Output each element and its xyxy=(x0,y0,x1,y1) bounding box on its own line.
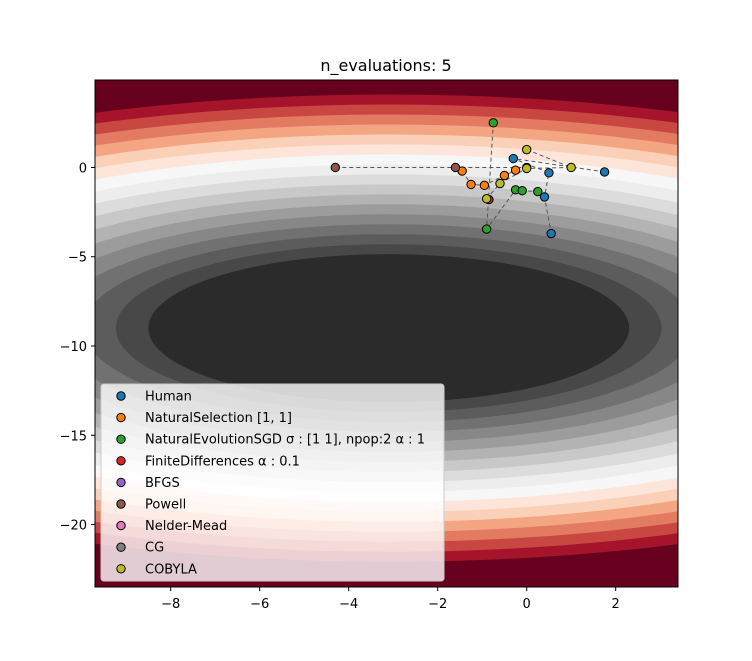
scatter-point xyxy=(599,167,610,177)
scatter-point xyxy=(544,168,554,178)
scatter-point xyxy=(481,194,492,204)
contour-band xyxy=(148,254,630,403)
legend-label: FiniteDifferences α : 0.1 xyxy=(145,454,300,469)
scatter-point xyxy=(330,162,341,173)
legend-label: BFGS xyxy=(145,476,180,491)
x-tick-label: −6 xyxy=(250,597,269,612)
legend-label: NaturalSelection [1, 1] xyxy=(145,411,292,426)
scatter-point xyxy=(510,165,521,175)
x-tick-label: 0 xyxy=(523,597,531,612)
legend-label: NaturalEvolutionSGD σ : [1 1], npop:2 α … xyxy=(145,433,425,448)
scatter-point xyxy=(521,144,532,155)
y-tick-label: −15 xyxy=(60,429,87,444)
y-tick-label: −5 xyxy=(68,251,87,266)
legend-marker xyxy=(116,391,126,401)
x-tick-label: −4 xyxy=(339,597,358,612)
scatter-point xyxy=(481,224,492,234)
scatter-point xyxy=(450,162,461,173)
scatter-point xyxy=(479,180,490,191)
x-tick-label: −2 xyxy=(428,597,447,612)
axes: −8 −6 −4 −2 0 20−5−10−15−20 xyxy=(60,161,620,612)
scatter-point xyxy=(508,153,519,164)
scatter-points xyxy=(330,118,610,239)
legend-label: Nelder-Mead xyxy=(145,519,227,534)
scatter-point xyxy=(533,186,543,197)
scatter-point xyxy=(566,162,576,173)
legend-marker xyxy=(116,499,126,509)
scatter-point xyxy=(521,163,532,174)
y-tick-label: 0 xyxy=(79,161,87,176)
x-tick-label: −8 xyxy=(161,597,180,612)
legend-marker xyxy=(116,477,126,488)
y-tick-label: −10 xyxy=(60,340,87,355)
legend-marker xyxy=(116,520,126,531)
scatter-point xyxy=(495,178,505,189)
plot-frame xyxy=(94,79,679,588)
legend-marker xyxy=(116,412,126,423)
legend-marker xyxy=(116,456,126,466)
legend: Human NaturalSelection [1, 1] NaturalEvolu… xyxy=(100,383,445,582)
x-tick-label: 2 xyxy=(612,597,620,612)
legend-marker xyxy=(116,564,126,574)
scatter-point xyxy=(539,192,550,202)
scatter-point xyxy=(499,170,510,181)
legend-box xyxy=(100,383,445,582)
legend-label: Human xyxy=(145,390,192,405)
legend-label: COBYLA xyxy=(145,562,197,577)
legend-marker xyxy=(116,542,126,552)
y-tick-label: −20 xyxy=(60,519,87,534)
scatter-point xyxy=(546,228,556,239)
scatter-point xyxy=(517,185,527,196)
legend-label: Powell xyxy=(145,498,186,513)
legend-label: CG xyxy=(145,541,164,556)
legend-marker xyxy=(116,434,126,444)
chart-title: n_evaluations: 5 xyxy=(320,56,451,76)
scatter-point xyxy=(488,118,499,128)
scatter-point xyxy=(466,179,476,190)
